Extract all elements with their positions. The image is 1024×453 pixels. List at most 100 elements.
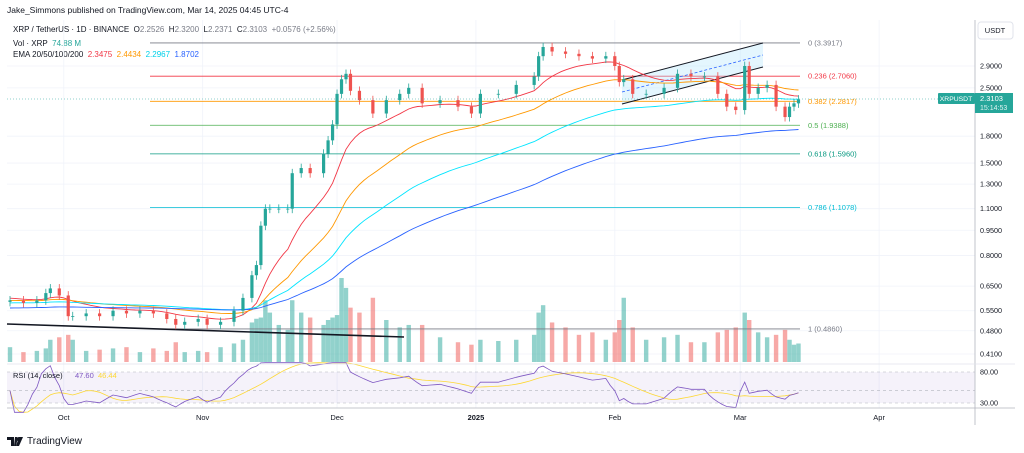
volume-bar [469, 344, 474, 362]
candle-body [675, 73, 680, 88]
volume-bar [299, 312, 304, 362]
candle-body [662, 87, 666, 94]
tradingview-logo[interactable]: TradingView [7, 436, 82, 447]
volume-bar [688, 342, 694, 362]
candle-body [787, 106, 792, 118]
volume-bar [34, 350, 40, 362]
channel-upper[interactable] [621, 42, 764, 81]
volume-bar [531, 334, 537, 362]
candle-body [151, 310, 155, 314]
candle-body [747, 66, 751, 94]
candle-body [44, 293, 48, 301]
candle-body [420, 87, 424, 104]
candle-body [532, 76, 536, 85]
rsi-ma-value: 46.44 [98, 371, 117, 380]
volume-bar [48, 339, 53, 362]
volume-bar [218, 347, 223, 362]
volume-bar [321, 324, 326, 362]
currency-button[interactable] [977, 21, 1014, 40]
candle-body [725, 93, 729, 107]
volume-bar [285, 329, 290, 362]
volume-bar [43, 348, 49, 362]
rsi-band [7, 372, 975, 403]
volume-bar [204, 352, 210, 362]
volume-label[interactable]: Vol · XRP [13, 39, 48, 48]
candle-body [124, 310, 129, 314]
volume-legend: Vol · XRP 74.88 M [13, 39, 81, 48]
candle-body [577, 53, 581, 57]
parallel-channel[interactable] [621, 42, 764, 105]
symbol-legend: XRP / TetherUS · 1D · BINANCE O2.2526 H2… [13, 25, 336, 34]
candle-body [765, 84, 769, 88]
candle-body [66, 295, 70, 317]
volume-bar [782, 329, 788, 362]
candle-body [250, 275, 254, 298]
volume-bar [621, 297, 626, 362]
bar-countdown: 15:14:53 [980, 105, 1007, 112]
tradingview-logo-icon [7, 437, 23, 446]
candle-body [322, 153, 326, 174]
volume-bar [702, 342, 707, 362]
price-axis[interactable]: 2.9000 2.5000 1.8000 1.5000 1.3000 1.1000 0.95… [980, 62, 1002, 359]
volume-bar [334, 315, 340, 362]
candle-body [644, 93, 648, 95]
candle-body [308, 168, 312, 174]
rsi-line [9, 362, 799, 413]
candle-body [138, 310, 142, 314]
volume-bar [263, 300, 268, 362]
volume-bar [276, 324, 281, 362]
candle-body [563, 51, 568, 54]
channel-lower[interactable] [621, 66, 764, 105]
rsi-tick: 30.00 [980, 399, 998, 408]
price-tick: 1.8000 [980, 132, 1002, 141]
candle-body [232, 310, 236, 322]
candle-body [218, 321, 223, 325]
candle-body [183, 321, 187, 325]
candle-body [174, 318, 178, 325]
low-value: 2.2371 [207, 25, 233, 34]
candle-body [622, 79, 626, 83]
price-tick: 0.8000 [980, 251, 1002, 260]
volume-bar [339, 278, 344, 362]
volume-bar [254, 318, 259, 362]
candle-body [456, 100, 460, 107]
volume-bar [173, 342, 178, 362]
candle-body [299, 168, 303, 174]
candle-body [263, 208, 267, 226]
volume-bars [7, 278, 801, 362]
time-axis[interactable]: Oct Nov Dec 2025 Feb Mar Apr [58, 413, 886, 422]
candle-body [268, 208, 272, 210]
candle-body [84, 313, 88, 317]
fib-retracement[interactable]: 0 (3.3917) 0.236 (2.7060) 0.382 (2.2817) 0.… [150, 38, 857, 333]
time-tick: Apr [873, 413, 885, 422]
candle-body [537, 56, 541, 77]
price-tick: 0.4800 [980, 326, 1002, 335]
candle-body [734, 106, 738, 111]
candle-body [743, 66, 747, 111]
rsi-pane[interactable]: 80.00 30.00 RSI (14, close) 47.60 46.44 [7, 362, 998, 413]
candle-body [716, 76, 720, 94]
volume-bar [791, 344, 797, 362]
price-tick: 2.5000 [980, 83, 1002, 92]
time-tick: Oct [58, 413, 71, 422]
volume-bar [514, 339, 519, 362]
volume-bar [384, 320, 389, 362]
candle-body [541, 46, 545, 57]
time-tick: Mar [734, 413, 747, 422]
volume-bar [21, 352, 26, 362]
candle-body [756, 87, 760, 94]
last-price-tag: XRPUSDT 2.3103 15:14:53 [938, 93, 1013, 113]
volume-value: 74.88 M [52, 39, 82, 48]
candle-body [330, 124, 335, 141]
symbol-name[interactable]: XRP / TetherUS · 1D · BINANCE [13, 25, 130, 34]
candle-body [496, 93, 500, 95]
volume-bar [419, 324, 425, 362]
ema200-value: 1.8702 [174, 50, 199, 59]
candle-body [165, 313, 169, 319]
fib-level-label: 0.618 (1.5960) [808, 149, 857, 158]
trend-line[interactable] [6, 323, 405, 338]
candle-body [35, 300, 39, 303]
ema-label[interactable]: EMA 20/50/100/200 [13, 50, 84, 59]
candle-body [478, 93, 482, 114]
